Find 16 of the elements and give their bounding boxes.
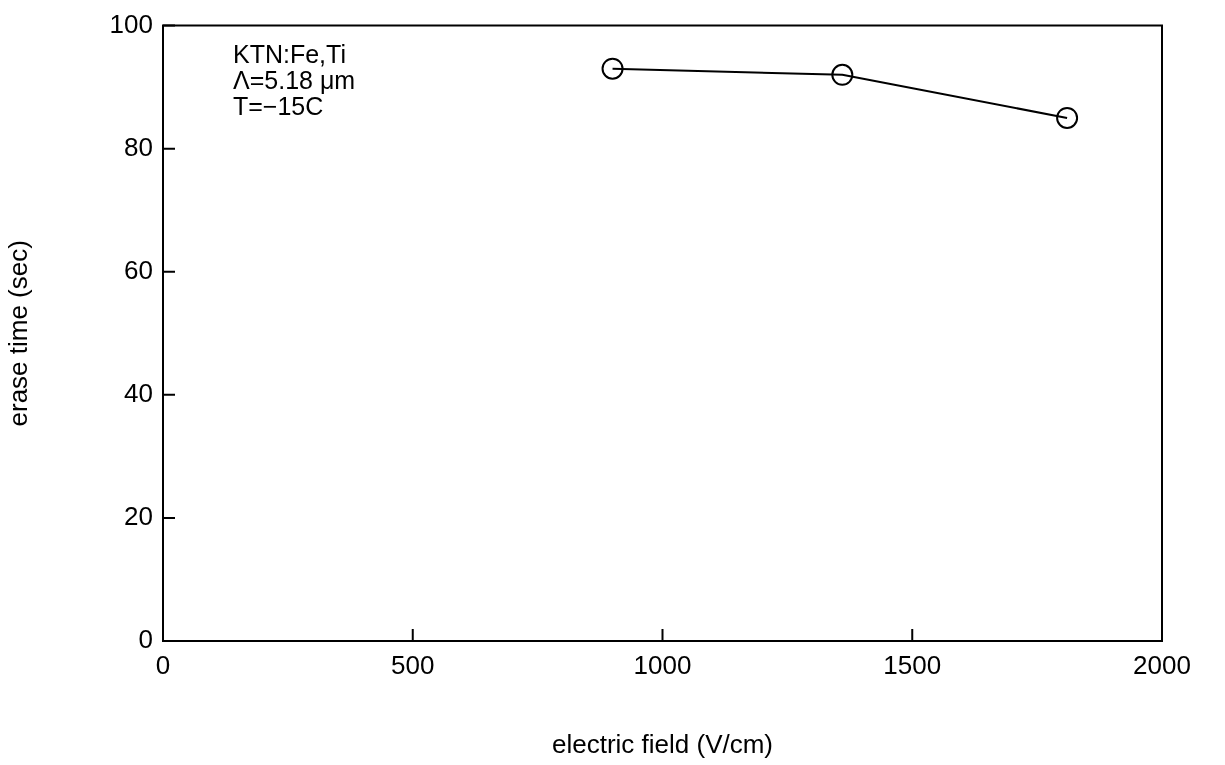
- x-tick-label: 500: [391, 649, 435, 680]
- y-tick-label: 80: [124, 131, 153, 162]
- point: [831, 63, 854, 86]
- y-tick-label: 100: [109, 8, 153, 39]
- point: [601, 57, 624, 80]
- y-tick-label: 60: [124, 254, 153, 285]
- y-tick-label: 40: [124, 378, 153, 409]
- y-tick-label: 20: [124, 501, 153, 532]
- x-tick-label: 1000: [633, 649, 692, 680]
- y-axis-title: erase time (sec): [2, 240, 33, 427]
- point: [1056, 106, 1079, 129]
- y-tick-label: 0: [138, 624, 153, 655]
- annotation: KTN:Fe,Ti: [233, 39, 346, 68]
- x-tick-label: 2000: [1133, 649, 1191, 680]
- x-tick-label: 1500: [883, 649, 942, 680]
- x-axis-title: electric field (V/cm): [551, 728, 774, 759]
